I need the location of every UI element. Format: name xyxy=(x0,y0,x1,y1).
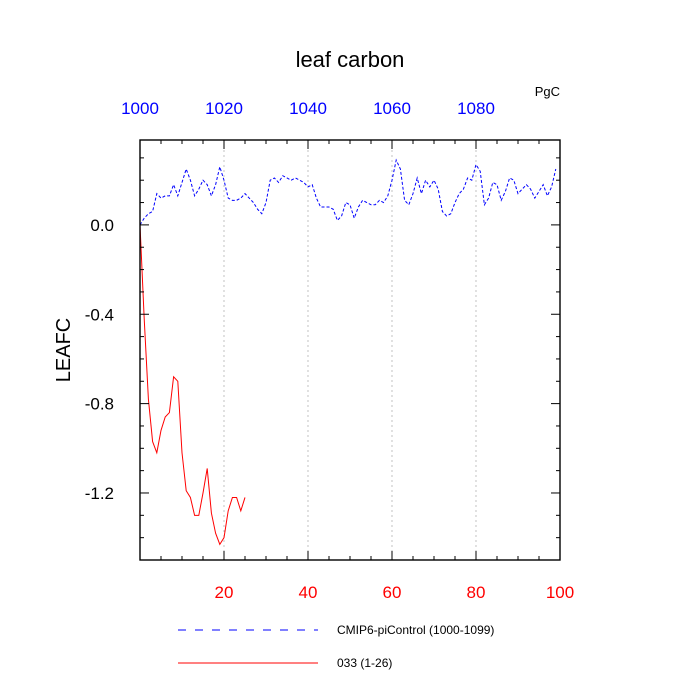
legend-label-1: CMIP6-piControl (1000-1099) xyxy=(337,623,494,637)
y-tick-label: 0.0 xyxy=(90,216,114,235)
x-top-tick-label: 1000 xyxy=(121,99,159,118)
series-line-1 xyxy=(139,158,557,226)
x-top-tick-label: 1040 xyxy=(289,99,327,118)
plot-frame xyxy=(139,139,561,561)
x-top-tick-label: 1080 xyxy=(457,99,495,118)
y-axis-label: LEAFC xyxy=(53,318,75,382)
x-bottom-tick-label: 80 xyxy=(467,583,486,602)
axis-ticks: 20 40 60 80 100 1000 1020 1040 1060 1080 -1.2 -0.8 -… xyxy=(85,99,574,602)
legend: CMIP6-piControl (1000-1099) 033 (1-26) xyxy=(178,623,494,670)
y-tick-label: -0.4 xyxy=(85,305,114,324)
legend-label-2: 033 (1-26) xyxy=(337,656,392,670)
x-top-tick-label: 1060 xyxy=(373,99,411,118)
series-line-2 xyxy=(139,224,246,546)
chart-title: leaf carbon xyxy=(296,47,405,72)
series-group xyxy=(139,158,557,546)
x-top-tick-label: 1020 xyxy=(205,99,243,118)
x-bottom-tick-label: 20 xyxy=(215,583,234,602)
grid-lines xyxy=(223,140,477,560)
units-label: PgC xyxy=(535,84,560,99)
y-tick-label: -1.2 xyxy=(85,484,114,503)
x-bottom-tick-label: 40 xyxy=(299,583,318,602)
x-bottom-tick-label: 60 xyxy=(383,583,402,602)
x-bottom-tick-label: 100 xyxy=(546,583,574,602)
y-tick-label: -0.8 xyxy=(85,395,114,414)
